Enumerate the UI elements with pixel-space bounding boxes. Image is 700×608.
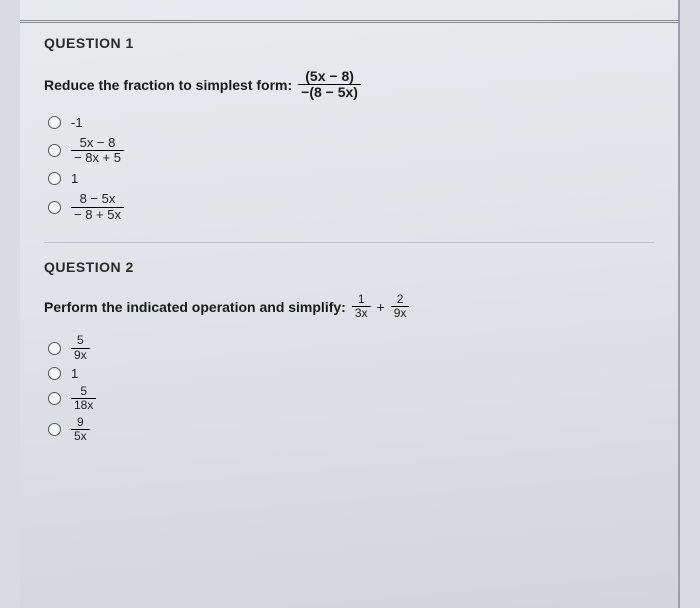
radio-icon[interactable] (48, 342, 61, 355)
divider (44, 242, 654, 243)
radio-icon[interactable] (48, 201, 61, 214)
q2-option-a[interactable]: 5 9x (48, 334, 654, 361)
q2-term1: 1 3x (352, 293, 371, 320)
q2-option-d-label: 9 5x (71, 416, 90, 443)
q1-option-d-label: 8 − 5x − 8 + 5x (71, 192, 124, 222)
q1-option-b[interactable]: 5x − 8 − 8x + 5 (48, 136, 654, 166)
q2-prompt: Perform the indicated operation and simp… (44, 293, 654, 320)
q1-option-a-label: -1 (71, 115, 83, 130)
q1-option-b-label: 5x − 8 − 8x + 5 (71, 136, 124, 166)
q2-option-d[interactable]: 9 5x (48, 416, 654, 443)
q2-term2: 2 9x (391, 293, 410, 320)
q2-option-b-label: 1 (71, 366, 78, 381)
radio-icon[interactable] (48, 116, 61, 129)
quiz-page: QUESTION 1 Reduce the fraction to simple… (20, 0, 680, 608)
q1-option-d[interactable]: 8 − 5x − 8 + 5x (48, 192, 654, 222)
q1-option-c[interactable]: 1 (48, 171, 654, 186)
q2-option-a-label: 5 9x (71, 334, 90, 361)
q1-expression: (5x − 8) −(8 − 5x) (298, 69, 361, 101)
q2-header: QUESTION 2 (44, 259, 654, 275)
q1-header: QUESTION 1 (44, 35, 654, 51)
radio-icon[interactable] (48, 172, 61, 185)
q2-option-c[interactable]: 5 18x (48, 385, 654, 412)
q1-option-a[interactable]: -1 (48, 115, 654, 130)
q1-prompt-text: Reduce the fraction to simplest form: (44, 77, 292, 93)
q2-options: 5 9x 1 5 18x 9 (48, 334, 654, 443)
q2-prompt-text: Perform the indicated operation and simp… (44, 299, 346, 315)
q2-option-c-label: 5 18x (71, 385, 96, 412)
question-2: QUESTION 2 Perform the indicated operati… (44, 259, 654, 444)
q1-option-c-label: 1 (71, 171, 78, 186)
q1-options: -1 5x − 8 − 8x + 5 1 8 − 5x − 8 + (48, 115, 654, 222)
radio-icon[interactable] (48, 423, 61, 436)
question-1: QUESTION 1 Reduce the fraction to simple… (44, 35, 654, 222)
radio-icon[interactable] (48, 144, 61, 157)
radio-icon[interactable] (48, 392, 61, 405)
q1-prompt: Reduce the fraction to simplest form: (5… (44, 69, 654, 101)
radio-icon[interactable] (48, 367, 61, 380)
q2-option-b[interactable]: 1 (48, 366, 654, 381)
plus-sign: + (377, 299, 385, 315)
